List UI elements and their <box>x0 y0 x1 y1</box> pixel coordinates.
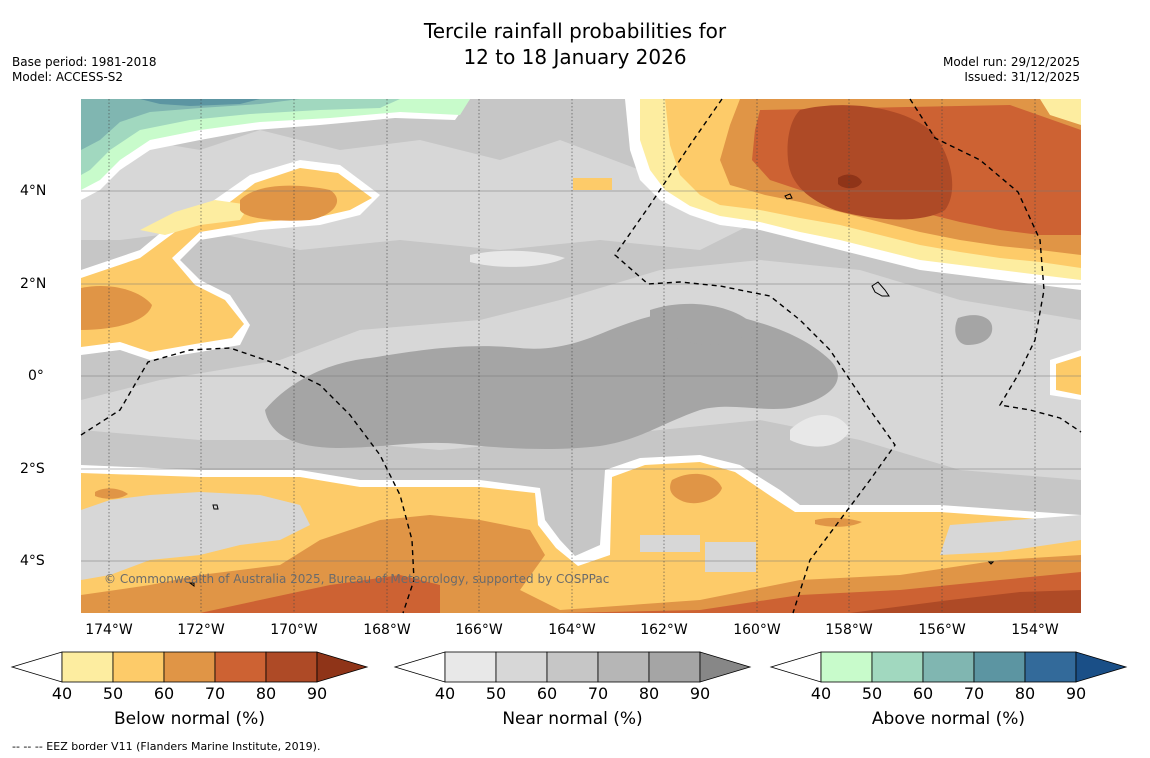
below-w-60-north <box>240 185 338 221</box>
colorbar-above-swatch-3 <box>973 651 1026 683</box>
lon-label-158w: 158°W <box>825 622 873 638</box>
colorbar-above-swatch-4 <box>1024 651 1077 683</box>
colorbar-below-title: Below normal (%) <box>114 709 265 729</box>
colorbar-above-tick-90: 90 <box>1065 684 1087 703</box>
colorbar-near-tick-40: 40 <box>434 684 456 703</box>
colorbar-near-swatch-4 <box>648 651 701 683</box>
colorbar-below-tick-90: 90 <box>306 684 328 703</box>
colorbar-below-under <box>10 651 63 683</box>
near-normal-weak-1 <box>470 250 565 267</box>
colorbar-below-swatch-2 <box>163 651 216 683</box>
colorbar-near-tick-70: 70 <box>587 684 609 703</box>
colorbar-below-tick-40: 40 <box>51 684 73 703</box>
lon-label-170w: 170°W <box>270 622 318 638</box>
colorbar-below-tick-80: 80 <box>255 684 277 703</box>
colorbar-near-swatch-3 <box>597 651 650 683</box>
near-normal-weak-2 <box>790 415 850 447</box>
near-normal-patch-1 <box>640 535 700 552</box>
colorbar-below-tick-70: 70 <box>204 684 226 703</box>
below-s-70-west <box>200 575 440 613</box>
below-s-60-patch-1 <box>670 473 722 504</box>
map-field <box>81 99 1081 613</box>
colorbar-below-over <box>316 651 369 683</box>
near-normal-patch-3 <box>940 515 1081 555</box>
colorbar-near-swatch-1 <box>495 651 548 683</box>
title-line-2: 12 to 18 January 2026 <box>463 45 687 69</box>
near-normal-south-intrusion <box>81 492 310 580</box>
colorbar-below-swatch-3 <box>214 651 267 683</box>
colorbar-above-tick-80: 80 <box>1014 684 1036 703</box>
lat-label-4n: 4°N <box>20 183 47 199</box>
lon-label-162w: 162°W <box>640 622 688 638</box>
lon-label-172w: 172°W <box>177 622 225 638</box>
below-w-60-west <box>81 285 152 330</box>
above-normal-70 <box>140 99 260 106</box>
colorbar-near-tick-60: 60 <box>536 684 558 703</box>
lon-label-164w: 164°W <box>548 622 596 638</box>
colorbar-above-under <box>769 651 822 683</box>
lon-label-166w: 166°W <box>455 622 503 638</box>
colorbar-above-tick-70: 70 <box>963 684 985 703</box>
model-name: Model: ACCESS-S2 <box>12 70 124 84</box>
near-normal-core-mid <box>650 303 751 345</box>
colorbar-near-tick-80: 80 <box>638 684 660 703</box>
grid-lines <box>81 99 1081 613</box>
colorbar-above-swatch-1 <box>871 651 924 683</box>
above-normal-60 <box>81 99 300 150</box>
lat-label-2n: 2°N <box>20 276 47 292</box>
near-normal-core-east <box>955 315 993 345</box>
colorbar-below-swatch-1 <box>112 651 165 683</box>
below-w-40 <box>140 200 250 235</box>
map-title: Tercile rainfall probabilities for 12 to… <box>0 18 1150 70</box>
below-e-50 <box>1056 356 1081 395</box>
colorbar-near-under <box>393 651 446 683</box>
meta-right: Model run: 29/12/2025 Issued: 31/12/2025 <box>943 55 1080 85</box>
colorbar-below-swatch-0 <box>61 651 114 683</box>
lon-label-168w: 168°W <box>363 622 411 638</box>
colorbar-above-swatch-2 <box>922 651 975 683</box>
lon-label-156w: 156°W <box>918 622 966 638</box>
below-ne-90 <box>838 174 862 189</box>
colorbar-above-swatch-0 <box>820 651 873 683</box>
colorbar-below-tick-60: 60 <box>153 684 175 703</box>
colorbar-above-tick-60: 60 <box>912 684 934 703</box>
colorbar-near-tick-90: 90 <box>689 684 711 703</box>
colorbar-near-tick-50: 50 <box>485 684 507 703</box>
colorbar-near-title: Near normal (%) <box>502 709 643 729</box>
issued-date: Issued: 31/12/2025 <box>964 70 1080 84</box>
base-period: Base period: 1981-2018 <box>12 55 157 69</box>
near-normal-core-west <box>265 310 838 450</box>
below-s-60-patch-2 <box>95 488 128 499</box>
lon-label-160w: 160°W <box>733 622 781 638</box>
below-small-patch <box>573 178 612 190</box>
lat-label-2s: 2°S <box>20 461 45 477</box>
copyright-notice: © Commonwealth of Australia 2025, Bureau… <box>104 572 610 586</box>
lon-label-174w: 174°W <box>85 622 133 638</box>
colorbar-near-over <box>699 651 752 683</box>
near-normal-patch-2 <box>705 542 756 572</box>
eez-footnote: -- -- -- EEZ border V11 (Flanders Marine… <box>12 740 321 753</box>
colorbar-above-over <box>1075 651 1128 683</box>
above-normal-50 <box>81 99 400 175</box>
eez-borders <box>80 98 1082 614</box>
lat-label-4s: 4°S <box>20 553 45 569</box>
colorbar-near-swatch-0 <box>444 651 497 683</box>
below-s-80 <box>850 590 1081 613</box>
colorbar-above-tick-40: 40 <box>810 684 832 703</box>
colorbar-near-swatch-2 <box>546 651 599 683</box>
below-ne-weak-corner <box>1040 99 1081 125</box>
lon-label-154w: 154°W <box>1011 622 1059 638</box>
colorbars <box>10 651 1128 683</box>
lat-label-0: 0° <box>28 368 44 384</box>
colorbar-above-title: Above normal (%) <box>871 709 1026 729</box>
title-line-1: Tercile rainfall probabilities for <box>423 19 727 43</box>
meta-left: Base period: 1981-2018 Model: ACCESS-S2 <box>12 55 157 85</box>
colorbar-below-tick-50: 50 <box>102 684 124 703</box>
colorbar-below-swatch-4 <box>265 651 318 683</box>
colorbar-above-tick-50: 50 <box>861 684 883 703</box>
islands <box>188 193 995 587</box>
model-run: Model run: 29/12/2025 <box>942 55 1080 69</box>
